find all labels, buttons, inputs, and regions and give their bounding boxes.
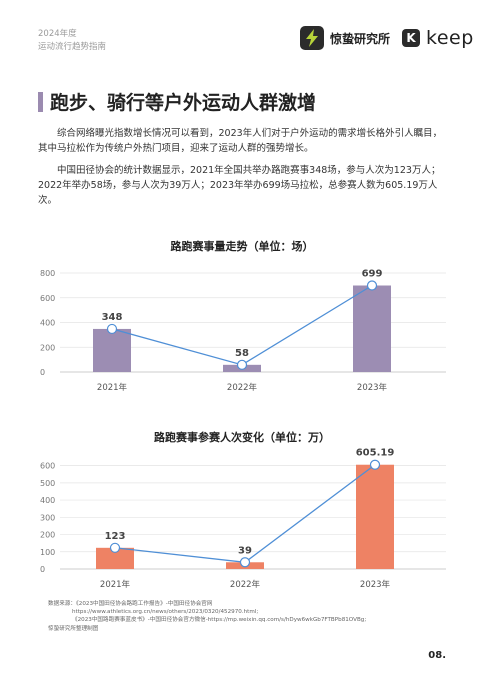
source-line-2: https://www.athletics.org.cn/news/others… (72, 609, 259, 616)
line-point-1 (109, 542, 121, 553)
bar-3 (353, 285, 391, 372)
x-tick-label: 2022年 (230, 579, 261, 590)
header-year: 2024年度 (38, 29, 77, 39)
x-tick-label: 2023年 (360, 579, 391, 590)
chart-2-title: 路跑赛事参赛人次变化（单位：万） (154, 431, 330, 444)
x-tick-label: 2022年 (227, 382, 258, 393)
chart-2-participants: 600 500 400 300 200 100 0 2021年 2022年 2023年 123 39 6… (40, 448, 446, 590)
source-note: 数据来源：《2023中国田径协会路跑工作报告》-中国田径协会官网 https:/… (48, 600, 448, 633)
data-label-2: 58 (235, 348, 249, 359)
keep-logo-icon: K (402, 29, 421, 47)
y-tick-label: 600 (40, 462, 55, 471)
header-guide-title: 运动流行趋势指南 (38, 42, 107, 52)
paragraph-2: 中国田径协会的统计数据显示，2021年全国共举办路跑赛事348场，参与人次为12… (38, 165, 441, 206)
lightning-icon (300, 26, 324, 50)
keep-wordmark: keep (426, 27, 474, 49)
title-accent-bar (38, 92, 43, 112)
data-label-3: 605.19 (356, 448, 395, 459)
section-title: 跑步、骑行等户外运动人群激增 (50, 92, 317, 114)
brand-logos: 惊蛰研究所 K keep (300, 26, 474, 50)
line-point-2 (239, 557, 251, 568)
x-tick-label: 2021年 (97, 382, 128, 393)
source-line-3: 《2023中国路跑赛事蓝皮书》-中国田径协会官方微信-https://mp.we… (72, 617, 367, 624)
y-tick-label: 0 (40, 368, 45, 377)
y-tick-label: 0 (40, 565, 45, 574)
y-tick-label: 300 (40, 513, 55, 522)
y-tick-label: 400 (40, 496, 55, 505)
data-label-3: 699 (362, 268, 383, 279)
page-number: 08. (428, 650, 446, 661)
x-tick-label: 2021年 (100, 579, 131, 590)
chart-1-events-count: 800 600 400 200 0 2021年 2022年 2023年 348 58 699 (40, 268, 446, 393)
line-point-1 (106, 323, 118, 335)
source-line-1: 数据来源：《2023中国田径协会路跑工作报告》-中国田径协会官网 (48, 601, 213, 607)
bar-3 (356, 464, 394, 569)
x-tick-label: 2023年 (357, 382, 388, 393)
chart-1-title: 路跑赛事量走势（单位：场） (170, 240, 314, 253)
y-tick-label: 400 (40, 319, 55, 328)
data-label-1: 348 (102, 312, 123, 323)
line-point-3 (369, 459, 381, 470)
y-tick-label: 800 (40, 269, 55, 278)
data-label-1: 123 (105, 531, 126, 542)
y-tick-label: 500 (40, 479, 55, 488)
paragraph-1: 综合网络曝光指数增长情况可以看到，2023年人们对于户外运动的需求增长格外引人瞩… (38, 128, 443, 154)
y-tick-label: 200 (40, 343, 55, 352)
line-point-2 (236, 359, 248, 370)
data-label-2: 39 (238, 545, 252, 556)
y-tick-label: 200 (40, 531, 55, 540)
brand-name: 惊蛰研究所 (330, 31, 391, 46)
y-tick-label: 100 (40, 548, 55, 557)
source-line-4: 惊蛰研究所整理制图 (48, 625, 99, 632)
bar-1 (93, 328, 131, 372)
y-tick-label: 600 (40, 294, 55, 303)
header-meta: 2024年度 运动流行趋势指南 (38, 28, 106, 54)
line-point-3 (366, 280, 378, 291)
bar-1 (96, 547, 134, 569)
